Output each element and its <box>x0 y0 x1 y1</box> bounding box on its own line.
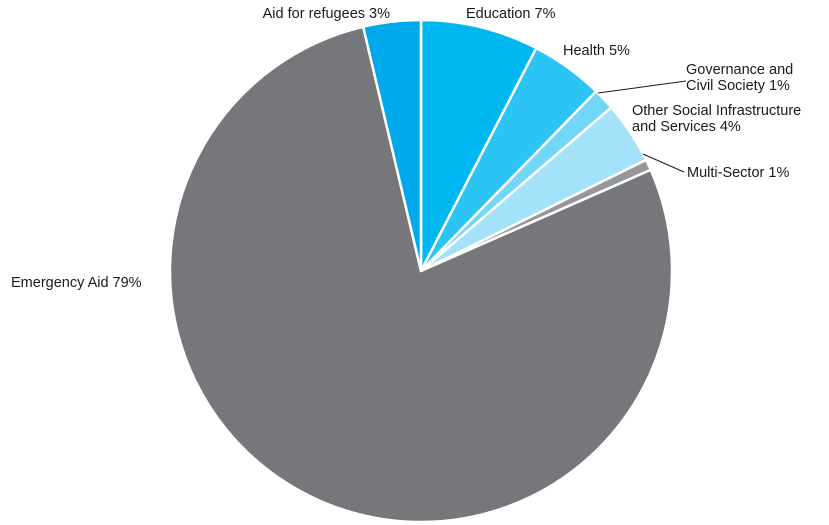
pie-slice-education <box>419 18 538 273</box>
data-label-line: Health 5% <box>563 43 630 59</box>
pie-slice-aid-for-refugees <box>361 18 423 273</box>
data-label-other-social-infrastructure-and-services: Other Social Infrastructure and Services … <box>632 103 801 135</box>
labels-group: Education 7% Health 5% Governance and Civil… <box>11 6 801 291</box>
data-label-line: and Services 4% <box>632 119 741 135</box>
slices-group <box>168 18 674 524</box>
data-label-line: Multi-Sector 1% <box>687 165 789 181</box>
leader-line <box>597 80 687 94</box>
data-label-line: Governance and <box>686 62 793 78</box>
data-label-line: Civil Society 1% <box>686 78 790 94</box>
leader-lines-group <box>597 80 687 173</box>
data-label-health: Health 5% <box>563 43 630 59</box>
data-label-emergency-aid: Emergency Aid 79% <box>11 275 142 291</box>
data-label-multi-sector: Multi-Sector 1% <box>687 165 789 181</box>
data-label-line: Education 7% <box>466 6 556 22</box>
pie-slice-emergency-aid <box>168 25 674 524</box>
data-label-governance-and-civil-society: Governance and Civil Society 1% <box>686 62 793 94</box>
leader-line <box>642 153 685 173</box>
data-label-line: Other Social Infrastructure <box>632 103 801 119</box>
data-label-education: Education 7% <box>466 6 556 22</box>
data-label-line: Aid for refugees 3% <box>263 6 390 22</box>
data-label-line: Emergency Aid 79% <box>11 275 142 291</box>
data-label-aid-for-refugees: Aid for refugees 3% <box>263 6 390 22</box>
